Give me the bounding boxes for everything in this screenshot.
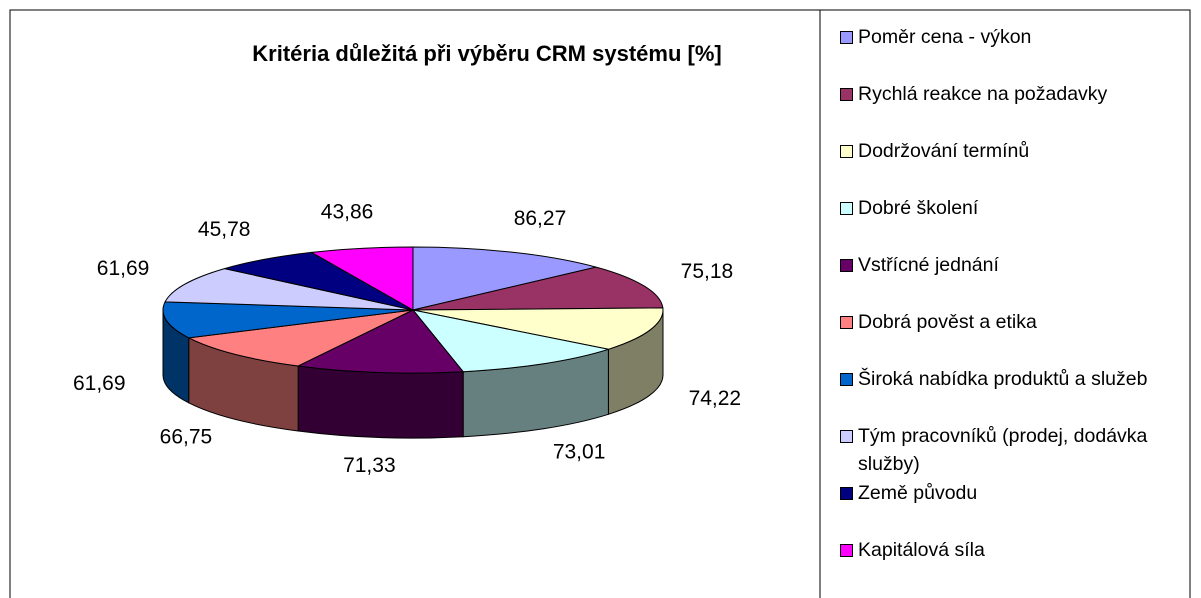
legend-label: Dodržování termínů (858, 140, 1030, 162)
data-label: 86,27 (514, 207, 567, 230)
legend-swatch (840, 259, 853, 272)
legend-item: Kapitálová síla (838, 536, 1188, 564)
legend-item: Dodržování termínů (838, 137, 1188, 165)
legend-item: Široká nabídka produktů a služeb (838, 365, 1188, 393)
legend-item: Země původu (838, 479, 1188, 507)
legend-label: Kapitálová síla (858, 539, 985, 561)
legend-item: Poměr cena - výkon (838, 23, 1188, 51)
slice (296, 309, 465, 374)
legend-item: Rychlá reakce na požadavky (838, 80, 1188, 108)
legend-frame (820, 9, 1191, 598)
legend-swatch (840, 88, 853, 101)
data-label: 43,86 (321, 201, 374, 224)
legend-swatch (840, 373, 853, 386)
slice (224, 251, 414, 311)
slice (411, 309, 609, 373)
legend-label: Široká nabídka produktů a služeb (858, 368, 1148, 390)
legend-label: Rychlá reakce na požadavky (858, 83, 1108, 105)
legend-label: Tým pracovníků (prodej, dodávka služby) (858, 425, 1148, 475)
legend-label: Poměr cena - výkon (858, 26, 1032, 48)
data-label: 61,69 (73, 372, 126, 395)
legend-item: Tým pracovníků (prodej, dodávka služby) (838, 422, 1188, 478)
slice (164, 268, 414, 311)
legend-swatch (840, 544, 853, 557)
slice-side (297, 365, 464, 439)
legend-item: Dobré školení (838, 194, 1188, 222)
slice (412, 266, 664, 311)
legend-swatch (840, 487, 853, 500)
legend-label: Země původu (858, 482, 978, 504)
slice (187, 309, 414, 367)
slice (310, 246, 414, 311)
slice (412, 246, 597, 311)
data-label: 61,69 (97, 257, 150, 280)
data-label: 74,22 (689, 387, 742, 410)
chart-title: Kritéria důležitá při výběru CRM systému… (252, 41, 722, 66)
legend-item: Dobrá pověst a etika (838, 308, 1188, 336)
legend-label: Dobrá pověst a etika (858, 311, 1037, 333)
slice (162, 301, 414, 339)
data-label: 71,33 (343, 454, 396, 477)
legend-swatch (840, 202, 853, 215)
data-label: 66,75 (160, 425, 213, 448)
data-label: 73,01 (553, 440, 606, 463)
legend-item: Vstřícné jednání (838, 251, 1188, 279)
data-label: 75,18 (681, 260, 734, 283)
legend-label: Dobré školení (858, 197, 979, 219)
legend-swatch (840, 430, 853, 443)
legend-swatch (840, 145, 853, 158)
slice (412, 307, 664, 350)
plot-frame (9, 9, 821, 598)
legend-label: Vstřícné jednání (858, 254, 999, 276)
legend-swatch (840, 316, 853, 329)
data-label: 45,78 (198, 218, 251, 241)
legend-swatch (840, 31, 853, 44)
